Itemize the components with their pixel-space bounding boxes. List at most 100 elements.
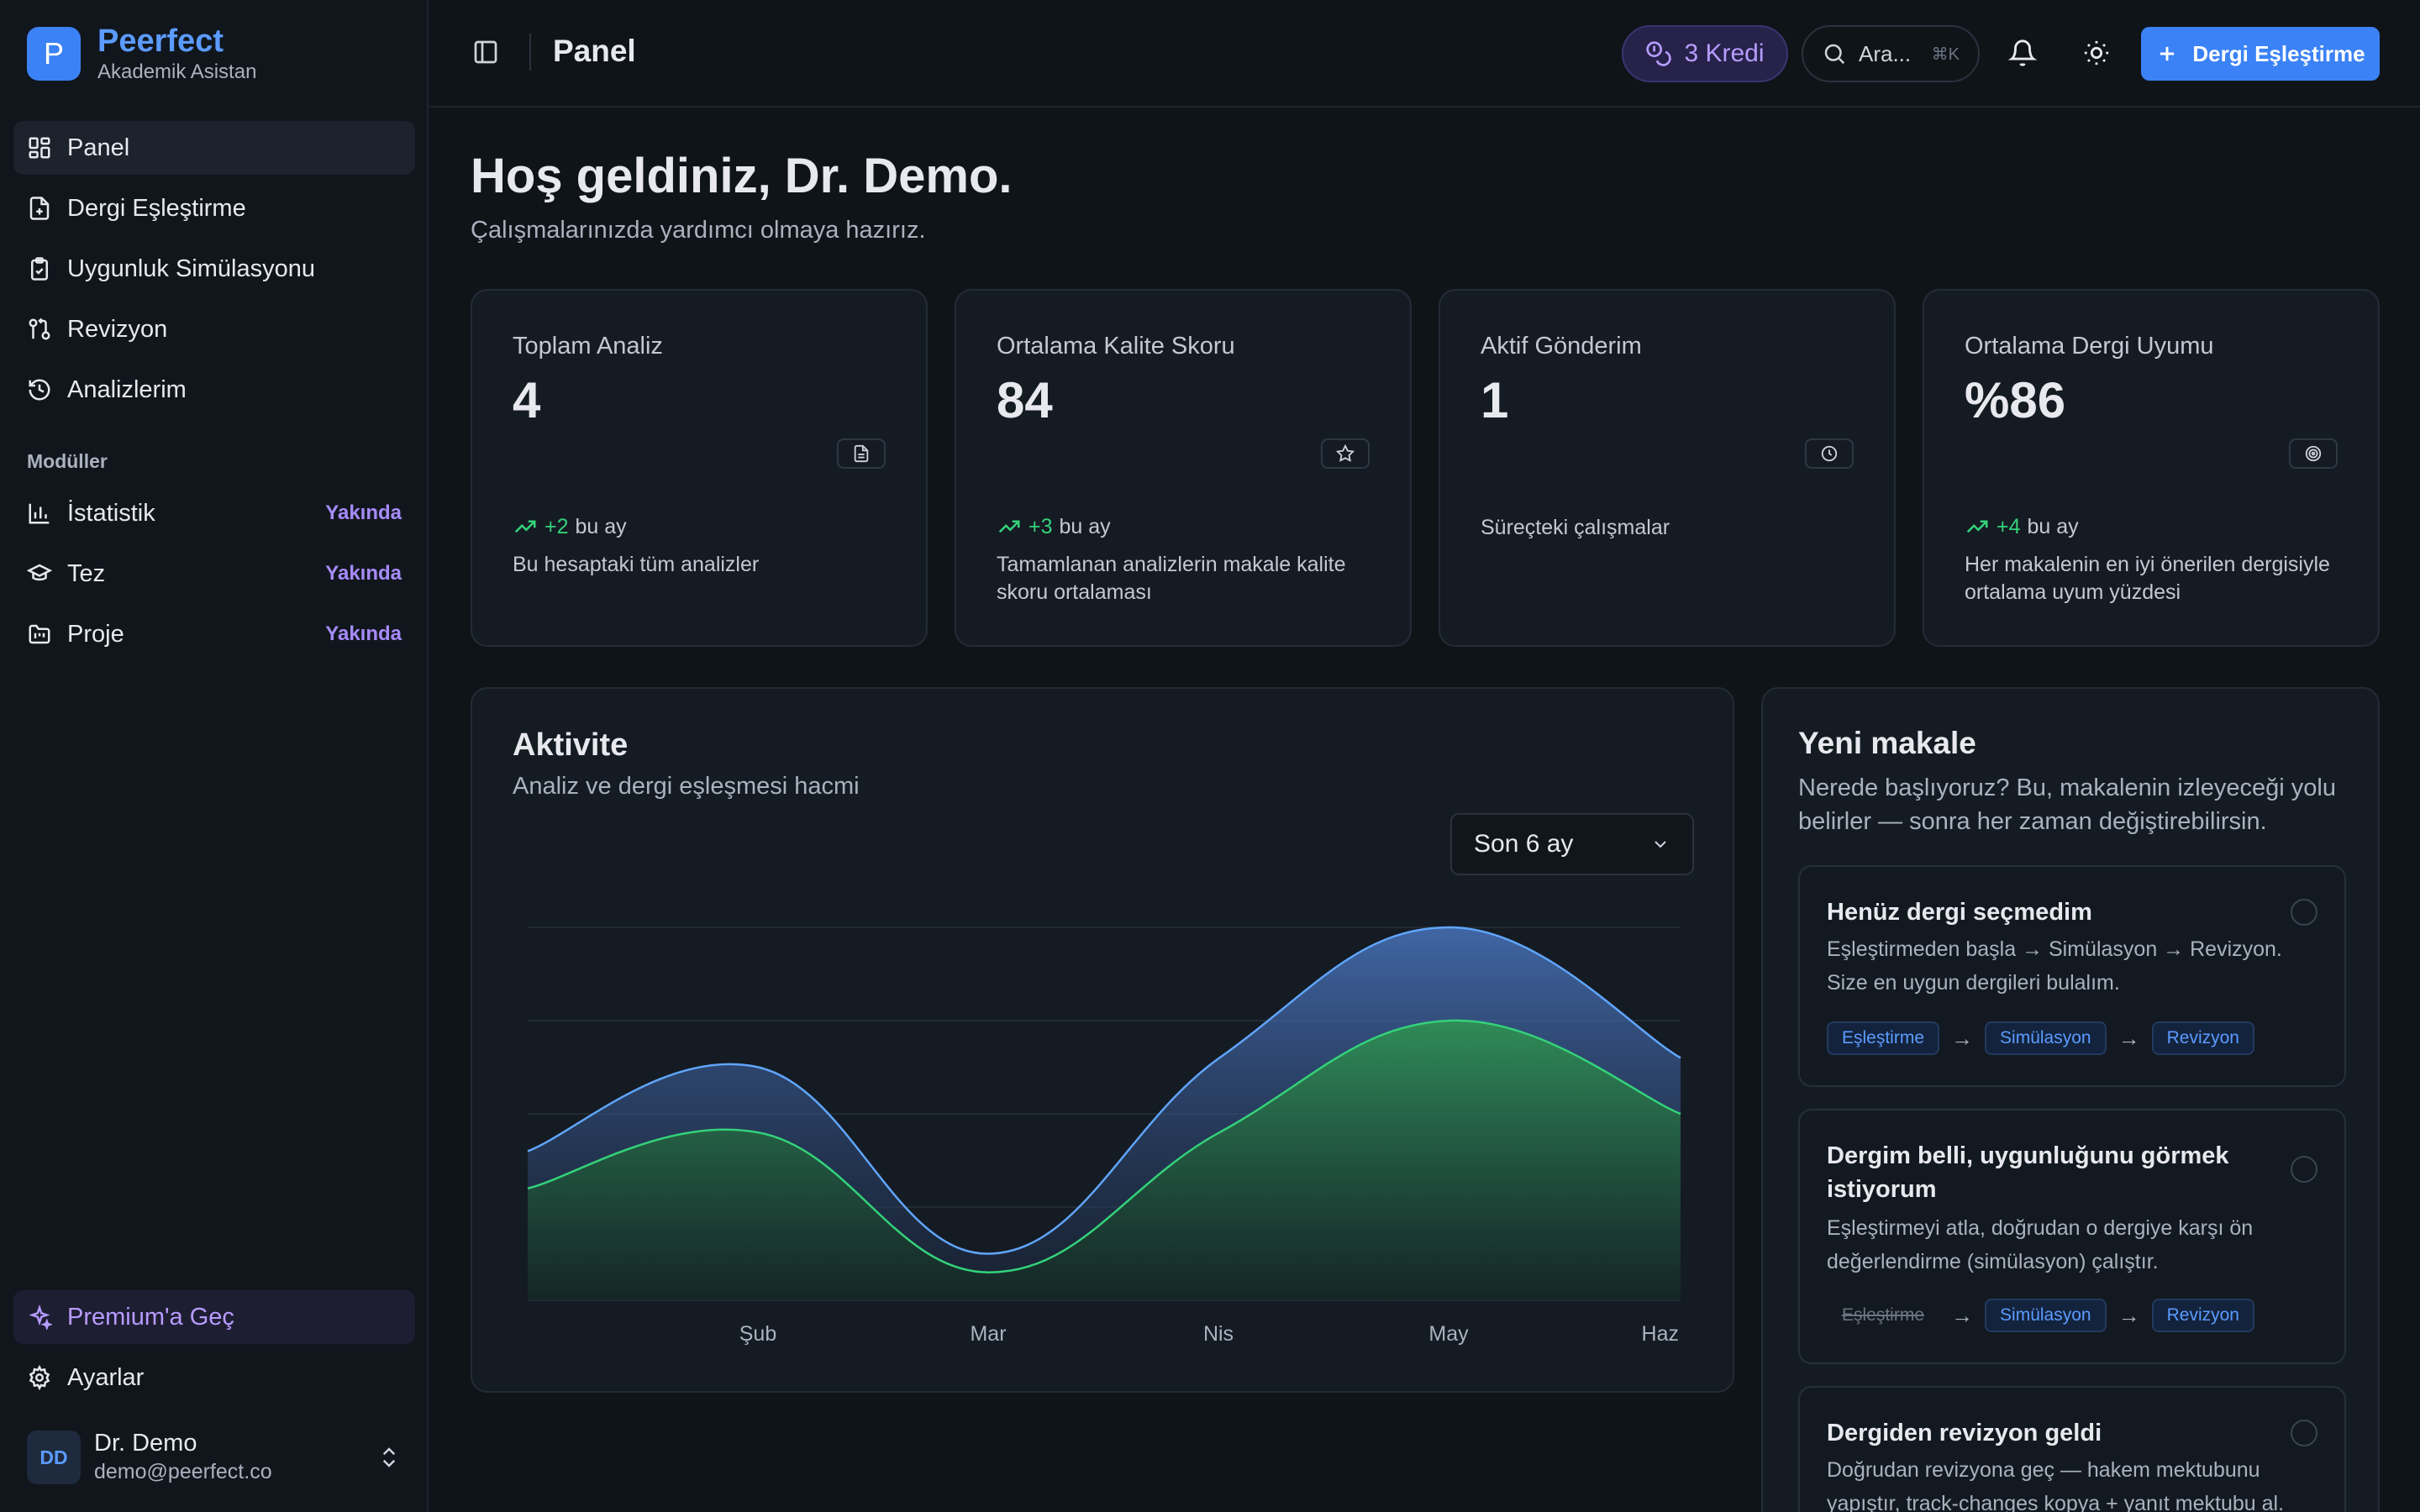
option-radio[interactable]	[2291, 1420, 2317, 1446]
page-title: Panel	[553, 34, 636, 68]
option-steps: Eşleştirme → Simülasyon → Revizyon	[1827, 1299, 2254, 1332]
x-tick-label: Haz	[1642, 1322, 1679, 1346]
settings-button[interactable]: Ayarlar	[13, 1351, 415, 1404]
gear-icon	[29, 1365, 50, 1390]
search-shortcut: ⌘K	[1931, 45, 1960, 64]
option-title: Dergim belli, uygunluğunu görmek istiyor…	[1827, 1142, 2229, 1204]
stat-description: Bu hesaptaki tüm analizler	[513, 553, 760, 576]
option-radio[interactable]	[2291, 1156, 2317, 1183]
sidebar-item-label: Tez	[67, 559, 106, 587]
sidebar: P Peerfect Akademik Asistan Panel Dergi …	[0, 0, 429, 1512]
brand-logo: P	[27, 27, 81, 81]
stat-label: Ortalama Dergi Uyumu	[1965, 333, 2214, 360]
range-select[interactable]: Son 6 ay	[1450, 813, 1694, 875]
series-line	[527, 926, 1681, 1255]
premium-button[interactable]: Premium'a Geç	[13, 1290, 415, 1344]
option-title: Dergiden revizyon geldi	[1827, 1420, 2102, 1446]
stat-trend: +4 bu ay	[1965, 514, 2079, 539]
stat-delta: +4	[1996, 514, 2021, 538]
sidebar-item-statistics[interactable]: İstatistik Yakında	[13, 486, 415, 540]
sidebar-item-analyses[interactable]: Analizlerim	[13, 363, 415, 417]
series-area	[528, 1020, 1681, 1300]
sidebar-item-revision[interactable]: Revizyon	[13, 302, 415, 356]
activity-title: Aktivite	[513, 727, 629, 763]
stat-card-journal-fit: Ortalama Dergi Uyumu %86 +4 bu ay Her ma…	[1923, 289, 2380, 647]
option-no-journal[interactable]: Henüz dergi seçmedim Eşleştirmeden başla…	[1798, 865, 2346, 1087]
coming-soon-badge: Yakında	[325, 622, 402, 645]
new-journal-matching-button[interactable]: Dergi Eşleştirme	[2141, 27, 2380, 81]
sidebar-item-label: İstatistik	[67, 499, 155, 527]
sidebar-toggle-icon[interactable]	[472, 39, 499, 66]
stat-trend: +2 bu ay	[513, 514, 627, 539]
stat-description: Süreçteki çalışmalar	[1481, 516, 1670, 539]
sidebar-nav: Panel Dergi Eşleştirme Uygunluk Simülasy…	[13, 121, 415, 668]
stat-delta: +3	[1028, 514, 1053, 538]
stat-delta: +2	[544, 514, 569, 538]
user-menu[interactable]: DD Dr. Demo demo@peerfect.co	[27, 1428, 402, 1487]
button-label: Dergi Eşleştirme	[2192, 40, 2365, 66]
file-text-icon	[854, 444, 869, 463]
sidebar-item-panel[interactable]: Panel	[13, 121, 415, 175]
activity-chart: Şub Mar Nis May Haz	[527, 926, 1681, 1346]
arrow-icon: →	[1951, 1302, 1974, 1328]
x-tick-label: Nis	[1203, 1322, 1234, 1346]
sidebar-item-journal-matching[interactable]: Dergi Eşleştirme	[13, 181, 415, 235]
stat-icon-badge	[2289, 438, 2338, 469]
premium-label: Premium'a Geç	[67, 1303, 234, 1331]
option-revision-received[interactable]: Dergiden revizyon geldi Doğrudan revizyo…	[1798, 1386, 2346, 1512]
search-icon	[1824, 44, 1845, 65]
stat-label: Toplam Analiz	[513, 333, 663, 360]
stat-trend: +3 bu ay	[997, 514, 1111, 539]
coming-soon-badge: Yakında	[325, 501, 402, 524]
stat-delta-suffix: bu ay	[1059, 514, 1111, 538]
option-radio[interactable]	[2291, 899, 2317, 926]
chevrons-up-down-icon	[382, 1447, 396, 1467]
clock-icon	[1821, 445, 1838, 462]
welcome-subtitle: Çalışmalarınızda yardımcı olmaya hazırız…	[471, 217, 926, 244]
stat-description: Her makalenin en iyi önerilen dergisiyle…	[1965, 553, 2330, 604]
graduation-cap-icon	[27, 564, 52, 581]
option-description: Doğrudan revizyona geç — hakem mektubunu…	[1827, 1458, 2285, 1512]
x-tick-label: Mar	[970, 1322, 1006, 1346]
stat-delta-suffix: bu ay	[575, 514, 627, 538]
option-steps: Eşleştirme → Simülasyon → Revizyon	[1827, 1021, 2254, 1055]
option-title: Henüz dergi seçmedim	[1827, 899, 2092, 926]
new-article-card: Yeni makale Nerede başlıyoruz? Bu, makal…	[1761, 687, 2380, 1512]
sparkles-icon	[29, 1305, 52, 1330]
search-input[interactable]: Ara... ⌘K	[1802, 25, 1980, 82]
avatar: DD	[27, 1431, 81, 1484]
welcome-title: Hoş geldiniz, Dr. Demo.	[471, 149, 1013, 203]
sidebar-item-project[interactable]: Proje Yakında	[13, 607, 415, 661]
sidebar-item-label: Dergi Eşleştirme	[67, 194, 246, 222]
trending-up-icon	[1966, 520, 1988, 533]
brand[interactable]: P Peerfect Akademik Asistan	[27, 25, 256, 82]
option-journal-known[interactable]: Dergim belli, uygunluğunu görmek istiyor…	[1798, 1109, 2346, 1364]
user-name: Dr. Demo	[94, 1430, 197, 1457]
stat-card-active-submissions: Aktif Gönderim 1 Süreçteki çalışmalar	[1439, 289, 1896, 647]
brand-name: Peerfect	[97, 24, 224, 59]
activity-card: Şub Mar Nis May Haz Aktivite Analiz ve dergi…	[471, 687, 1734, 1393]
sidebar-item-thesis[interactable]: Tez Yakında	[13, 547, 415, 601]
sidebar-item-label: Analizlerim	[67, 375, 187, 403]
sidebar-item-label: Panel	[67, 134, 130, 161]
stat-value: 1	[1481, 372, 1509, 428]
step-chip: Simülasyon	[1985, 1021, 2107, 1055]
topbar: Panel 3 Kredi Ara... ⌘K Dergi Eşleştirme	[430, 0, 2420, 108]
activity-subtitle: Analiz ve dergi eşleşmesi hacmi	[513, 773, 860, 800]
bell-icon[interactable]	[2008, 39, 2037, 67]
stat-value: 84	[997, 372, 1053, 428]
credits-badge[interactable]: 3 Kredi	[1622, 25, 1788, 82]
stat-card-quality-score: Ortalama Kalite Skoru 84 +3 bu ay Tamaml…	[955, 289, 1412, 647]
brand-subtitle: Akademik Asistan	[97, 60, 257, 83]
git-compare-icon	[29, 318, 50, 340]
sidebar-item-simulation[interactable]: Uygunluk Simülasyonu	[13, 242, 415, 296]
divider	[529, 34, 531, 71]
sidebar-item-label: Uygunluk Simülasyonu	[67, 255, 315, 282]
dashboard-icon	[29, 137, 50, 159]
stat-icon-badge	[1321, 438, 1370, 469]
sun-icon[interactable]	[2082, 39, 2111, 67]
arrow-icon: →	[2118, 1302, 2140, 1328]
settings-label: Ayarlar	[67, 1363, 145, 1391]
file-plus-icon	[29, 197, 50, 220]
stat-label: Aktif Gönderim	[1481, 333, 1642, 360]
